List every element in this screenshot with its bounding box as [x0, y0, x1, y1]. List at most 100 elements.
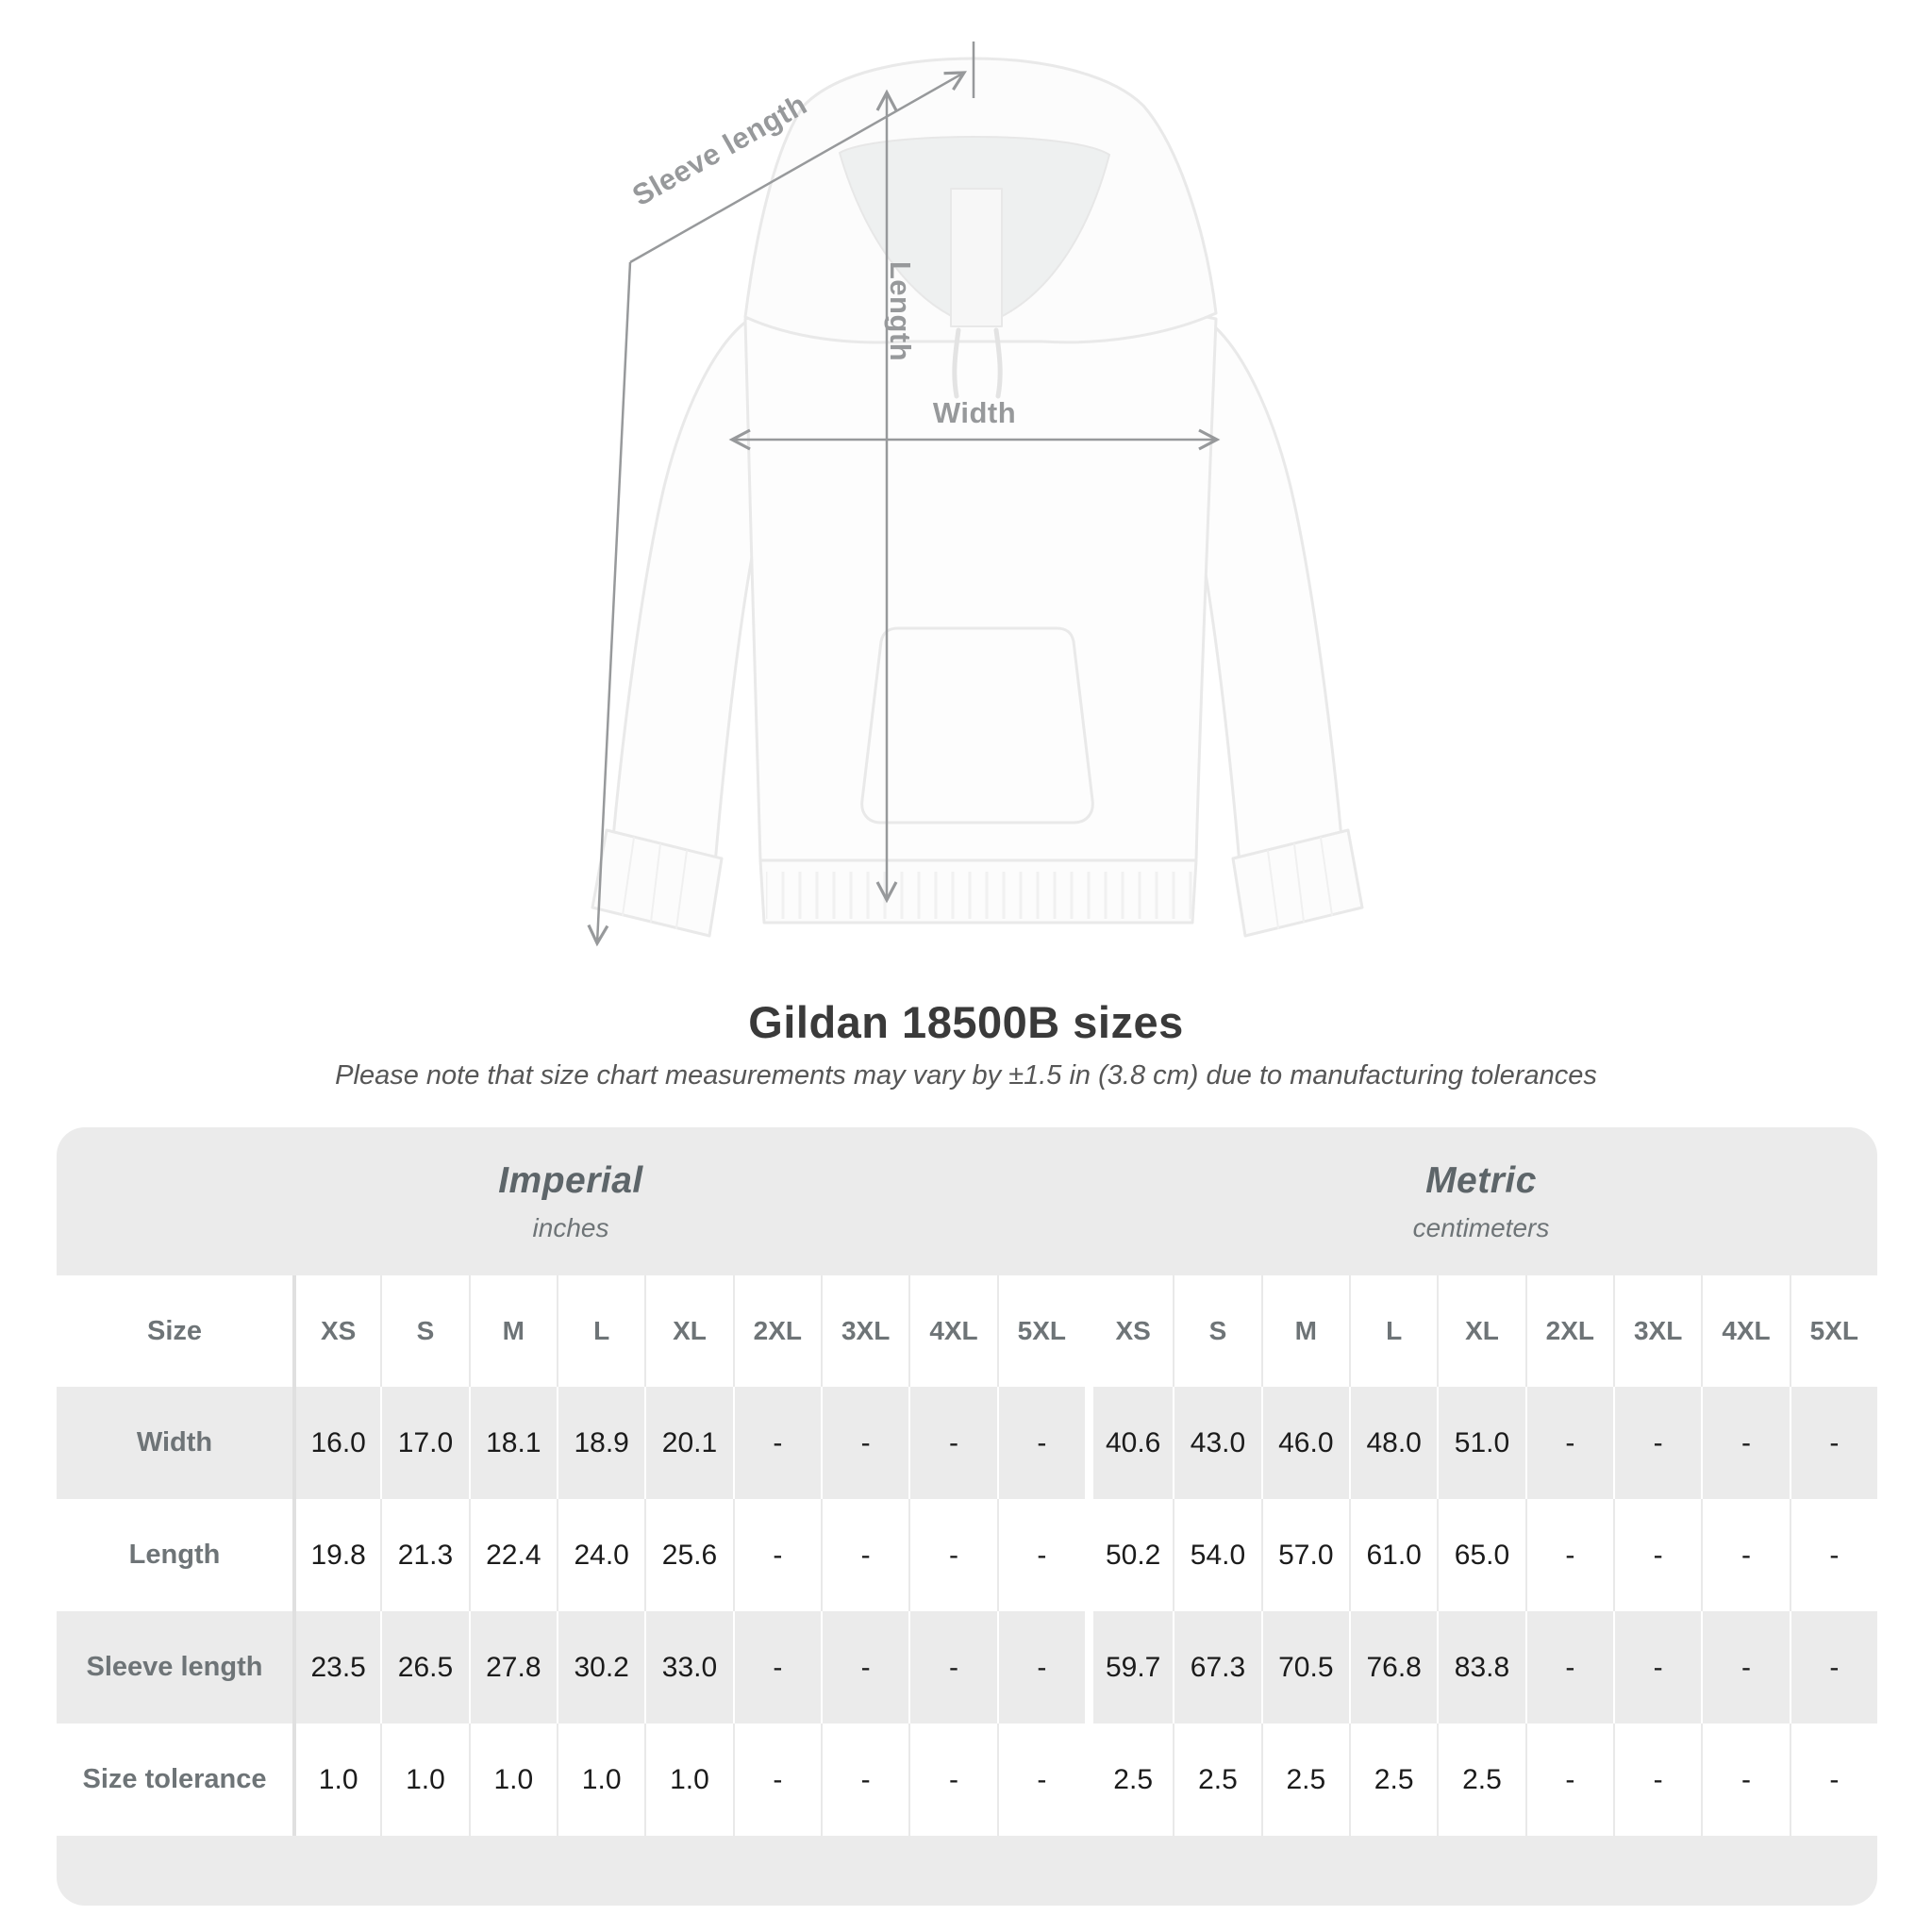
size-column-header: Size	[146, 1315, 203, 1346]
imperial-unit-header: Imperial inches	[57, 1127, 1085, 1275]
imperial-value: 23.5	[292, 1611, 380, 1724]
table-row: Sleeve length 23.5 26.5 27.8 30.2 33.0- - - -59.…	[57, 1611, 1877, 1724]
metric-value: 48.0	[1349, 1387, 1437, 1499]
imperial-size-header: 5XL	[996, 1275, 1085, 1387]
length-label: Length	[884, 261, 917, 361]
metric-value: -	[1524, 1724, 1613, 1836]
imperial-value: 27.8	[468, 1611, 557, 1724]
sleeve-length-arrow-lower	[587, 261, 632, 947]
metric-value: 2.5	[1173, 1724, 1260, 1836]
row-label: Size tolerance	[82, 1764, 267, 1794]
imperial-value: 1.0	[557, 1724, 644, 1836]
imperial-value: 1.0	[468, 1724, 557, 1836]
imperial-value: -	[821, 1724, 908, 1836]
metric-value: -	[1613, 1499, 1701, 1611]
row-label: Length	[128, 1540, 221, 1570]
imperial-value: 33.0	[644, 1611, 732, 1724]
hood-inner-panel	[950, 188, 1003, 327]
metric-value: 57.0	[1260, 1499, 1349, 1611]
metric-value: -	[1613, 1387, 1701, 1499]
metric-value: -	[1789, 1387, 1877, 1499]
imperial-value: -	[821, 1611, 908, 1724]
sleeve-length-arrow-upper	[629, 71, 967, 264]
imperial-value: 18.9	[557, 1387, 644, 1499]
metric-value: 59.7	[1085, 1611, 1173, 1724]
metric-value: -	[1789, 1499, 1877, 1611]
left-cuff-ribs	[622, 837, 688, 929]
metric-value: -	[1524, 1611, 1613, 1724]
table-row: Length 19.8 21.3 22.4 24.0 25.6- - - -50.2 54.0 57…	[57, 1499, 1877, 1611]
left-cuff	[591, 828, 724, 938]
imperial-value: -	[732, 1611, 821, 1724]
imperial-value: -	[996, 1387, 1085, 1499]
metric-size-header: 3XL	[1613, 1275, 1701, 1387]
metric-value: -	[1613, 1611, 1701, 1724]
metric-value: 67.3	[1173, 1611, 1260, 1724]
metric-value: 43.0	[1173, 1387, 1260, 1499]
imperial-value: 30.2	[557, 1611, 644, 1724]
right-cuff	[1231, 828, 1364, 938]
imperial-value: 26.5	[380, 1611, 468, 1724]
size-table: Imperial inches Metric centimeters Size X…	[57, 1127, 1877, 1906]
imperial-value: -	[732, 1387, 821, 1499]
metric-title: Metric	[1425, 1159, 1537, 1201]
metric-value: 2.5	[1437, 1724, 1524, 1836]
imperial-value: -	[908, 1387, 996, 1499]
metric-unit-header: Metric centimeters	[1085, 1127, 1877, 1275]
metric-value: -	[1613, 1724, 1701, 1836]
imperial-value: -	[996, 1611, 1085, 1724]
hoodie-measurement-diagram: Sleeve length Length Width	[587, 42, 1364, 947]
metric-value: -	[1524, 1499, 1613, 1611]
metric-size-header: XS	[1085, 1275, 1173, 1387]
metric-value: 2.5	[1349, 1724, 1437, 1836]
imperial-size-header: XL	[644, 1275, 732, 1387]
row-label: Width	[136, 1427, 213, 1457]
drawstrings	[952, 327, 1003, 399]
imperial-value: 17.0	[380, 1387, 468, 1499]
width-label: Width	[933, 396, 1016, 429]
metric-size-header: M	[1260, 1275, 1349, 1387]
metric-value: -	[1701, 1724, 1789, 1836]
measurement-annotations	[587, 42, 1221, 947]
metric-value: 65.0	[1437, 1499, 1524, 1611]
tolerance-note: Please note that size chart measurements…	[335, 1060, 1597, 1091]
metric-value: -	[1789, 1611, 1877, 1724]
table-row: Size tolerance 1.0 1.0 1.0 1.0 1.0- - - -2.5 2.5 2…	[57, 1724, 1877, 1836]
metric-size-header: 2XL	[1524, 1275, 1613, 1387]
metric-size-header: 5XL	[1789, 1275, 1877, 1387]
imperial-value: 25.6	[644, 1499, 732, 1611]
metric-value: 70.5	[1260, 1611, 1349, 1724]
metric-value: -	[1701, 1499, 1789, 1611]
imperial-value: -	[908, 1724, 996, 1836]
right-cuff-ribs	[1267, 837, 1333, 929]
imperial-value: 1.0	[380, 1724, 468, 1836]
metric-size-header: L	[1349, 1275, 1437, 1387]
imperial-value: -	[908, 1611, 996, 1724]
table-row: Width 16.0 17.0 18.1 18.9 20.1- - - -40.6 43.0 46.…	[57, 1387, 1877, 1499]
imperial-value: -	[732, 1724, 821, 1836]
imperial-value: -	[996, 1724, 1085, 1836]
imperial-subtitle: inches	[532, 1212, 609, 1242]
metric-value: 2.5	[1260, 1724, 1349, 1836]
hem-ribs	[766, 872, 1192, 919]
imperial-size-header: 2XL	[732, 1275, 821, 1387]
metric-size-header: S	[1173, 1275, 1260, 1387]
imperial-value: 18.1	[468, 1387, 557, 1499]
imperial-value: 16.0	[292, 1387, 380, 1499]
imperial-size-header: XS	[292, 1275, 380, 1387]
imperial-value: -	[821, 1499, 908, 1611]
imperial-title: Imperial	[498, 1159, 643, 1201]
metric-size-header: XL	[1437, 1275, 1524, 1387]
metric-value: -	[1701, 1387, 1789, 1499]
size-header-row: Size XS S M L XL 2XL 3XL 4XL 5XL XS S M L XL 2XL 3XL 4XL 5…	[57, 1275, 1877, 1387]
metric-value: 40.6	[1085, 1387, 1173, 1499]
metric-value: -	[1789, 1724, 1877, 1836]
metric-value: 76.8	[1349, 1611, 1437, 1724]
hoodie-illustration	[591, 57, 1364, 938]
metric-value: 51.0	[1437, 1387, 1524, 1499]
imperial-value: 19.8	[292, 1499, 380, 1611]
kangaroo-pocket	[860, 626, 1094, 824]
imperial-size-header: 3XL	[821, 1275, 908, 1387]
imperial-value: -	[996, 1499, 1085, 1611]
imperial-size-header: M	[468, 1275, 557, 1387]
